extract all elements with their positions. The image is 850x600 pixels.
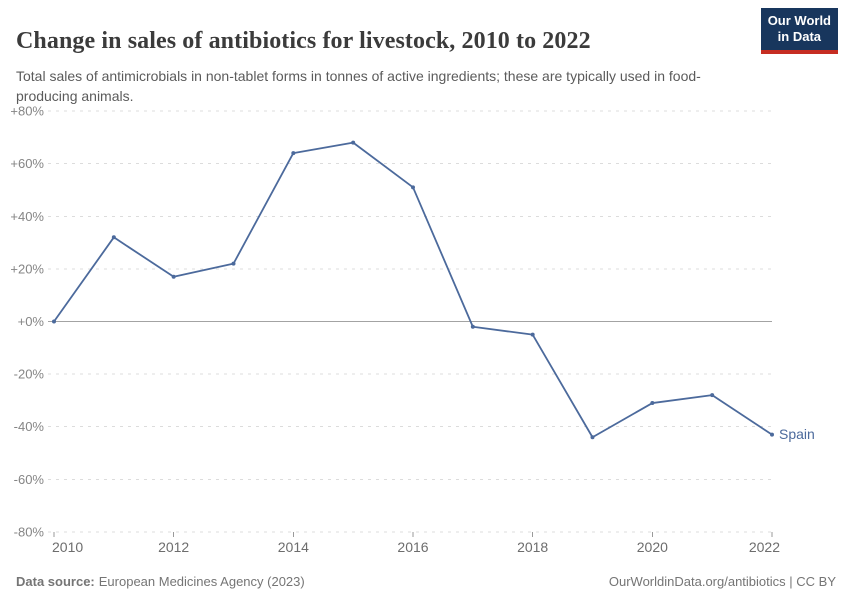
license-link[interactable]: OurWorldinData.org/antibiotics | CC BY: [608, 574, 836, 589]
owid-logo[interactable]: Our World in Data: [760, 8, 838, 54]
data-point[interactable]: [111, 235, 116, 240]
chart-footer: Data source: European Medicines Agency (2…: [16, 574, 836, 589]
data-point[interactable]: [590, 435, 595, 440]
data-point[interactable]: [650, 401, 655, 406]
data-point[interactable]: [291, 151, 296, 156]
x-tick-label: 2012: [158, 539, 189, 555]
y-tick-label: -20%: [14, 367, 45, 382]
data-point[interactable]: [52, 319, 56, 324]
data-point[interactable]: [710, 393, 715, 398]
y-tick-label: +40%: [10, 209, 44, 224]
data-source: Data source: European Medicines Agency (2…: [16, 574, 305, 589]
x-tick-label: 2022: [749, 539, 780, 555]
data-point[interactable]: [351, 140, 356, 145]
data-point[interactable]: [171, 274, 176, 279]
y-tick-label: -40%: [14, 419, 45, 434]
owid-logo-line1: Our World: [767, 13, 831, 28]
data-point[interactable]: [231, 261, 236, 266]
x-tick-label: 2014: [278, 539, 309, 555]
y-tick-label: +0%: [18, 314, 45, 329]
data-point[interactable]: [470, 324, 475, 329]
chart-subtitle: Total sales of antimicrobials in non-tab…: [16, 68, 701, 105]
page-title: Change in sales of antibiotics for lives…: [16, 28, 591, 55]
data-point[interactable]: [411, 185, 415, 190]
y-tick-label: -80%: [14, 524, 45, 539]
data-point[interactable]: [770, 432, 774, 437]
data-point[interactable]: [530, 332, 535, 337]
owid-logo-line2: in Data: [777, 29, 822, 45]
y-tick-label: -60%: [14, 472, 45, 487]
x-tick-label: 2020: [637, 539, 668, 555]
data-source-label: Data source:: [16, 574, 95, 589]
y-tick-label: +20%: [10, 261, 44, 276]
y-tick-label: +60%: [10, 156, 44, 171]
data-source-text: European Medicines Agency (2023): [98, 574, 305, 589]
y-tick-label: +80%: [10, 104, 44, 119]
series-end-label[interactable]: Spain: [779, 426, 815, 442]
x-tick-label: 2018: [517, 539, 548, 555]
x-tick-label: 2016: [397, 539, 428, 555]
x-tick-label: 2010: [52, 539, 83, 555]
